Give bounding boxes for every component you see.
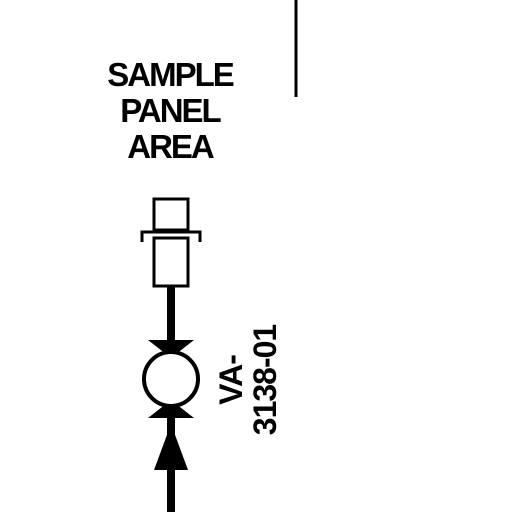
valve-symbol xyxy=(142,340,200,418)
area-label-line-2: PANEL xyxy=(120,92,221,129)
fitting-cap xyxy=(152,197,190,232)
valve-body-circle xyxy=(142,350,200,408)
sample-panel-area-label: SAMPLE PANEL AREA xyxy=(107,56,236,165)
valve-tag: VA- 3138-01 xyxy=(213,325,283,436)
valve-upper-wedge xyxy=(148,340,194,358)
flow-arrow-icon xyxy=(154,424,188,470)
fitting-body xyxy=(152,236,190,288)
valve-lower-wedge xyxy=(148,400,194,418)
fitting-bracket xyxy=(140,230,202,242)
sample-connection-symbol xyxy=(140,197,202,288)
area-label-line-1: SAMPLE xyxy=(107,56,234,93)
valve-tag-line-2: 3138-01 xyxy=(247,325,283,436)
area-label-line-3: AREA xyxy=(127,128,214,165)
valve-tag-line-1: VA- xyxy=(213,355,249,405)
